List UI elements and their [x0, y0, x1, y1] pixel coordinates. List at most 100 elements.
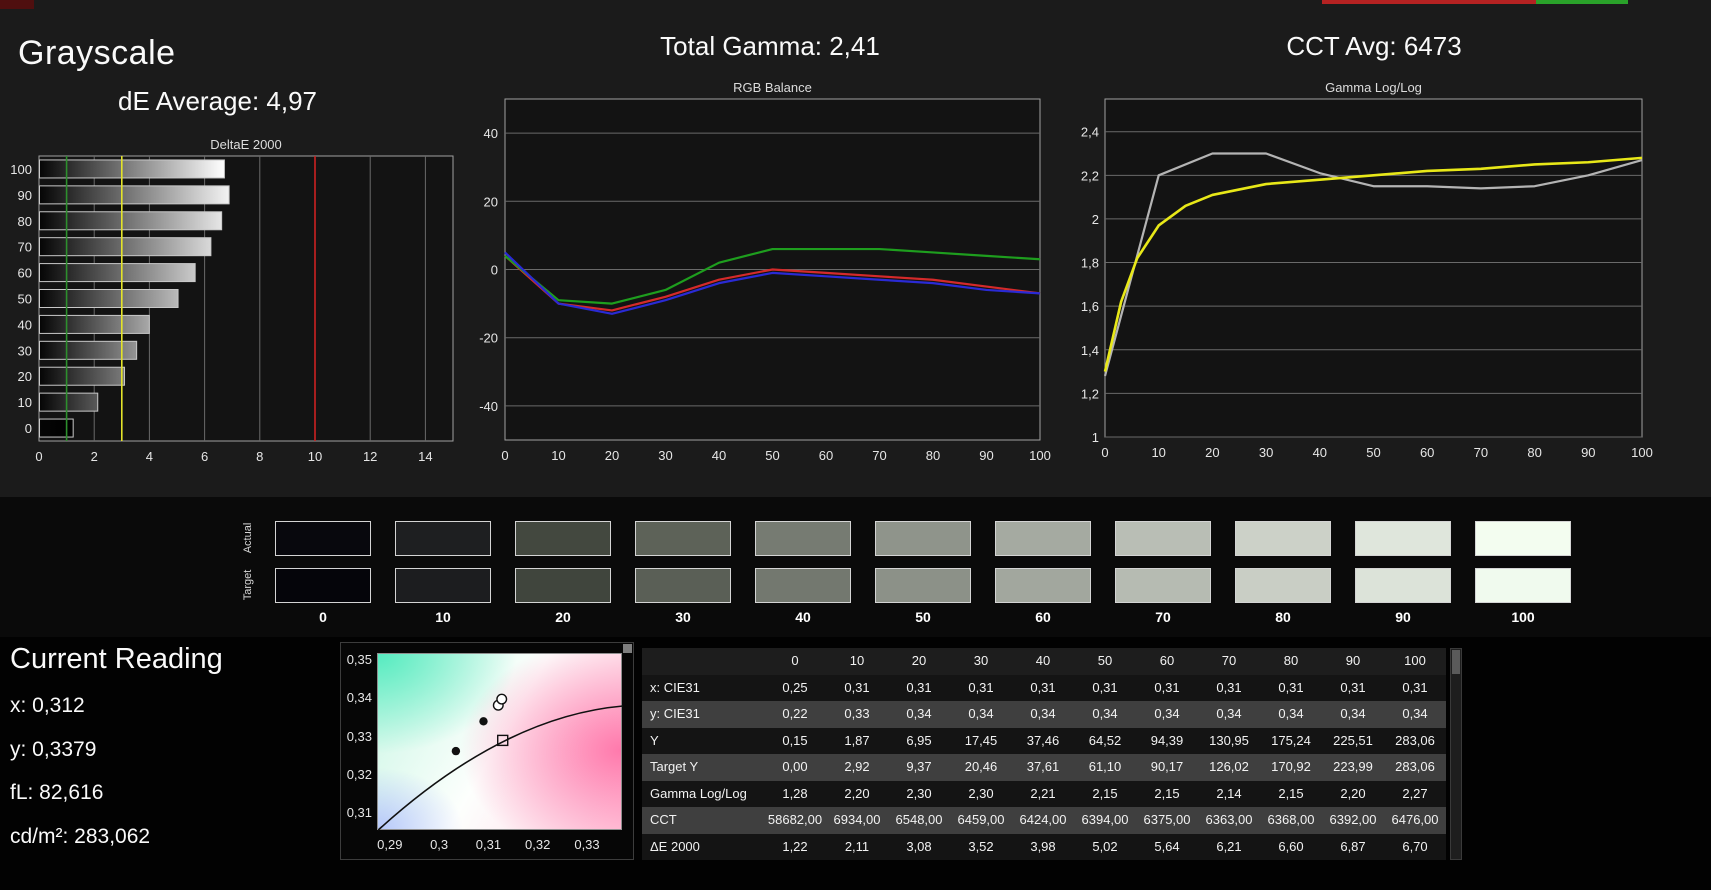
table-cell: 126,02 [1209, 759, 1249, 774]
y-axis-label: 30 [18, 343, 32, 358]
x-axis-label: 50 [1366, 445, 1380, 460]
window-edge-strip-segment [0, 0, 34, 9]
y-axis-label: 0 [491, 263, 498, 278]
x-axis-label: 80 [1527, 445, 1541, 460]
table-cell: 6934,00 [833, 812, 881, 827]
swatch-target [515, 568, 611, 603]
table-cell: 6392,00 [1329, 812, 1377, 827]
y-axis-label: 2 [1092, 212, 1099, 227]
x-axis-label: 2 [91, 449, 98, 464]
row-label-cell: x: CIE31 [650, 679, 700, 695]
table-cell: 37,61 [1026, 759, 1060, 774]
y-axis-label: 0 [25, 421, 32, 436]
table-header-cell: 20 [911, 653, 927, 668]
window-edge-strip-segment [1536, 0, 1628, 4]
x-axis-label: 100 [1029, 448, 1051, 463]
y-axis-label: 90 [18, 188, 32, 203]
cie-x-tick: 0,33 [574, 837, 600, 852]
deltae-bar [39, 289, 179, 308]
current-reading-values: x: 0,312 y: 0,3379 fL: 82,616 cd/m²: 283,06… [10, 694, 320, 884]
table-row: y: CIE31 0,22 0,33 0,34 0,34 0,34 0,34 0,34 0,34… [642, 701, 1446, 728]
x-axis-label: 40 [712, 448, 726, 463]
swatch-actual [1355, 521, 1451, 556]
x-axis-label: 12 [363, 449, 377, 464]
row-label-cell: Target Y [650, 759, 699, 774]
table-cell: 223,99 [1333, 759, 1373, 774]
rgb-balance-svg: RGB Balance 40 20 0 -20 -40 0 10 20 30 40 50 60 70 80 9… [479, 80, 1051, 463]
x-axis-label: 10 [1151, 445, 1165, 460]
table-cell: 283,06 [1395, 732, 1435, 748]
y-axis-label: 1 [1092, 430, 1099, 445]
swatch-target [875, 568, 971, 603]
cct-avg-title: CCT Avg: 6473 [1286, 31, 1462, 61]
deltae-bar [39, 340, 138, 360]
table-cell: 0,31 [1216, 679, 1242, 695]
cie-resize-knob[interactable] [623, 644, 632, 653]
table-header-row: 0 10 20 30 40 50 60 70 80 90 100 [642, 648, 1446, 675]
table-cell: 6459,00 [957, 812, 1005, 827]
y-axis-label: -20 [479, 331, 498, 346]
swatch-level-label: 50 [915, 609, 931, 625]
x-axis-label: 100 [1631, 445, 1653, 460]
swatch-target [275, 568, 371, 603]
table-cell: 2,27 [1402, 785, 1428, 801]
x-axis-label: 30 [658, 448, 672, 463]
table-cell: 58682,00 [767, 812, 823, 827]
reading-value: y: 0,3379 [10, 737, 97, 761]
reading-value: x: 0,312 [10, 694, 85, 717]
deltae-bar [39, 392, 99, 412]
table-cell: 0,31 [1402, 679, 1428, 695]
table-cell: 0,31 [906, 679, 932, 695]
table-cell: 0,34 [906, 706, 932, 721]
page-title: Grayscale [18, 34, 176, 72]
table-header-cell: 60 [1159, 653, 1175, 668]
swatch-level-label: 10 [435, 609, 451, 625]
scrollbar-thumb[interactable] [1452, 650, 1460, 674]
y-axis-label: -40 [479, 399, 498, 414]
table-row: ΔE 2000 1,22 2,11 3,08 3,52 3,98 5,02 5,64 6,21 6… [642, 833, 1446, 860]
x-axis-label: 50 [765, 448, 779, 463]
x-axis-label: 80 [926, 448, 940, 463]
table-cell: 5,64 [1154, 838, 1180, 854]
table-cell: 2,92 [844, 759, 870, 774]
chart-title: Gamma Log/Log [1325, 80, 1422, 95]
cie-y-tick: 0,31 [346, 805, 372, 821]
y-axis-label: 2,4 [1081, 125, 1099, 140]
swatch-actual [1115, 521, 1211, 556]
table-header-cell: 0 [791, 653, 799, 668]
swatch-actual [1235, 521, 1331, 556]
actual-row-label: Actual [242, 522, 254, 554]
deltae-bar [39, 366, 126, 386]
table-cell: 6,87 [1340, 838, 1366, 854]
table-scrollbar[interactable] [1450, 648, 1462, 860]
table-cell: 94,39 [1150, 732, 1184, 748]
x-axis-label: 20 [1205, 445, 1219, 460]
x-axis-label: 4 [146, 449, 153, 464]
chart-title: RGB Balance [733, 80, 812, 95]
cie-y-tick: 0,32 [346, 766, 372, 782]
deltae-bar [39, 314, 150, 334]
table-cell: 2,14 [1216, 785, 1242, 801]
swatch-target [995, 568, 1091, 603]
table-cell: 0,00 [782, 759, 808, 774]
y-axis-label: 1,4 [1081, 343, 1099, 358]
swatch-actual [875, 521, 971, 556]
swatch-target [635, 568, 731, 603]
measured-point [479, 717, 488, 726]
table-cell: 2,15 [1092, 785, 1118, 801]
measurement-table: 0 10 20 30 40 50 60 70 80 90 100 x: CIE31 0,25 0,31 0,… [642, 648, 1446, 860]
y-axis-label: 1,6 [1081, 299, 1099, 314]
table-header-cell: 10 [849, 653, 865, 668]
y-axis-label: 60 [18, 266, 32, 281]
x-axis-label: 60 [1420, 445, 1434, 460]
window-edge-strip-segment [1322, 0, 1536, 4]
table-cell: 175,24 [1271, 732, 1311, 748]
table-cell: 6375,00 [1143, 812, 1191, 827]
table-cell: 6363,00 [1205, 812, 1253, 827]
table-cell: 20,46 [964, 759, 998, 774]
x-axis-label: 20 [605, 448, 619, 463]
cie-chromaticity-chart: 0,35 0,34 0,33 0,32 0,31 0,29 0,3 0,31 0,32 0,33 [340, 642, 634, 860]
deltae-2000-chart: DeltaE 2000 100 90 80 70 60 50 40 30 20 10 0 0 2 4 6 8 10… [0, 128, 480, 473]
swatch-level-label: 80 [1275, 609, 1291, 625]
recent-point [496, 693, 508, 705]
